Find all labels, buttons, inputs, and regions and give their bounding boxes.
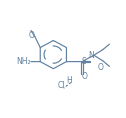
Text: NH₂: NH₂ xyxy=(16,57,31,66)
Text: N: N xyxy=(88,51,94,60)
Text: O: O xyxy=(98,63,104,72)
Text: O: O xyxy=(29,31,35,40)
Text: Cl: Cl xyxy=(58,81,66,90)
Text: H: H xyxy=(66,76,72,85)
Text: S: S xyxy=(82,57,86,66)
Text: O: O xyxy=(81,72,87,81)
